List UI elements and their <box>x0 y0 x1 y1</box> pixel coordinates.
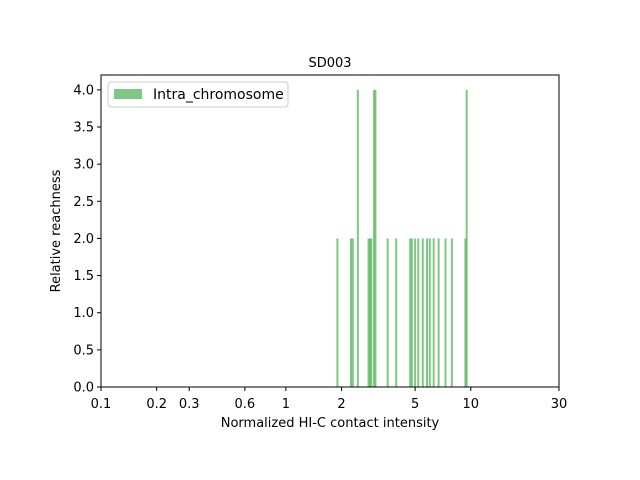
x-tick-label: 5 <box>411 397 419 412</box>
bar <box>368 238 371 387</box>
x-tick-label: 30 <box>551 397 568 412</box>
bar <box>351 238 354 387</box>
bar <box>373 89 376 388</box>
legend-swatch <box>114 89 142 99</box>
bar <box>356 89 359 388</box>
bar <box>465 89 468 388</box>
y-axis: 0.0 0.5 1.0 1.5 2.0 2.5 3.0 3.5 4.0 <box>73 83 101 396</box>
y-tick-label: 2.5 <box>73 195 94 210</box>
bar <box>437 238 440 387</box>
y-tick-label: 3.0 <box>73 158 94 173</box>
y-tick-label: 1.0 <box>73 306 94 321</box>
bar <box>336 238 339 387</box>
x-axis: 0.1 0.2 0.3 0.6 1 2 5 10 30 <box>91 387 568 412</box>
bar <box>464 238 467 387</box>
legend: Intra_chromosome <box>107 81 289 108</box>
legend-box <box>107 81 289 108</box>
bar <box>386 238 389 387</box>
bar <box>370 238 373 387</box>
bar <box>350 238 353 387</box>
x-axis-label: Normalized HI-C contact intensity <box>221 416 440 431</box>
y-tick-label: 2.0 <box>73 232 94 247</box>
bar <box>367 238 370 387</box>
bar <box>395 238 398 387</box>
x-tick-label: 0.1 <box>91 397 112 412</box>
bar <box>374 89 377 388</box>
y-tick-label: 4.0 <box>73 83 94 98</box>
bar <box>444 238 447 387</box>
y-tick-label: 0.5 <box>73 343 94 358</box>
bars-group <box>336 89 468 388</box>
bar <box>428 238 431 387</box>
bar <box>417 238 420 387</box>
y-tick-label: 1.5 <box>73 269 94 284</box>
bar <box>426 238 429 387</box>
x-tick-label: 2 <box>337 397 345 412</box>
legend-label: Intra_chromosome <box>153 87 284 103</box>
chart-title: SD003 <box>308 56 351 71</box>
bar <box>414 238 417 387</box>
bar <box>450 238 453 387</box>
bar <box>409 238 412 387</box>
bar <box>421 238 424 387</box>
x-tick-label: 0.2 <box>146 397 167 412</box>
y-tick-label: 0.0 <box>73 381 94 396</box>
x-tick-label: 10 <box>463 397 480 412</box>
x-tick-label: 0.6 <box>235 397 256 412</box>
x-tick-label: 0.3 <box>179 397 200 412</box>
x-tick-label: 1 <box>282 397 290 412</box>
bar <box>432 238 435 387</box>
y-tick-label: 3.5 <box>73 121 94 136</box>
y-axis-label: Relative reachness <box>49 169 64 292</box>
bar <box>410 238 413 387</box>
plot-frame <box>100 74 560 388</box>
